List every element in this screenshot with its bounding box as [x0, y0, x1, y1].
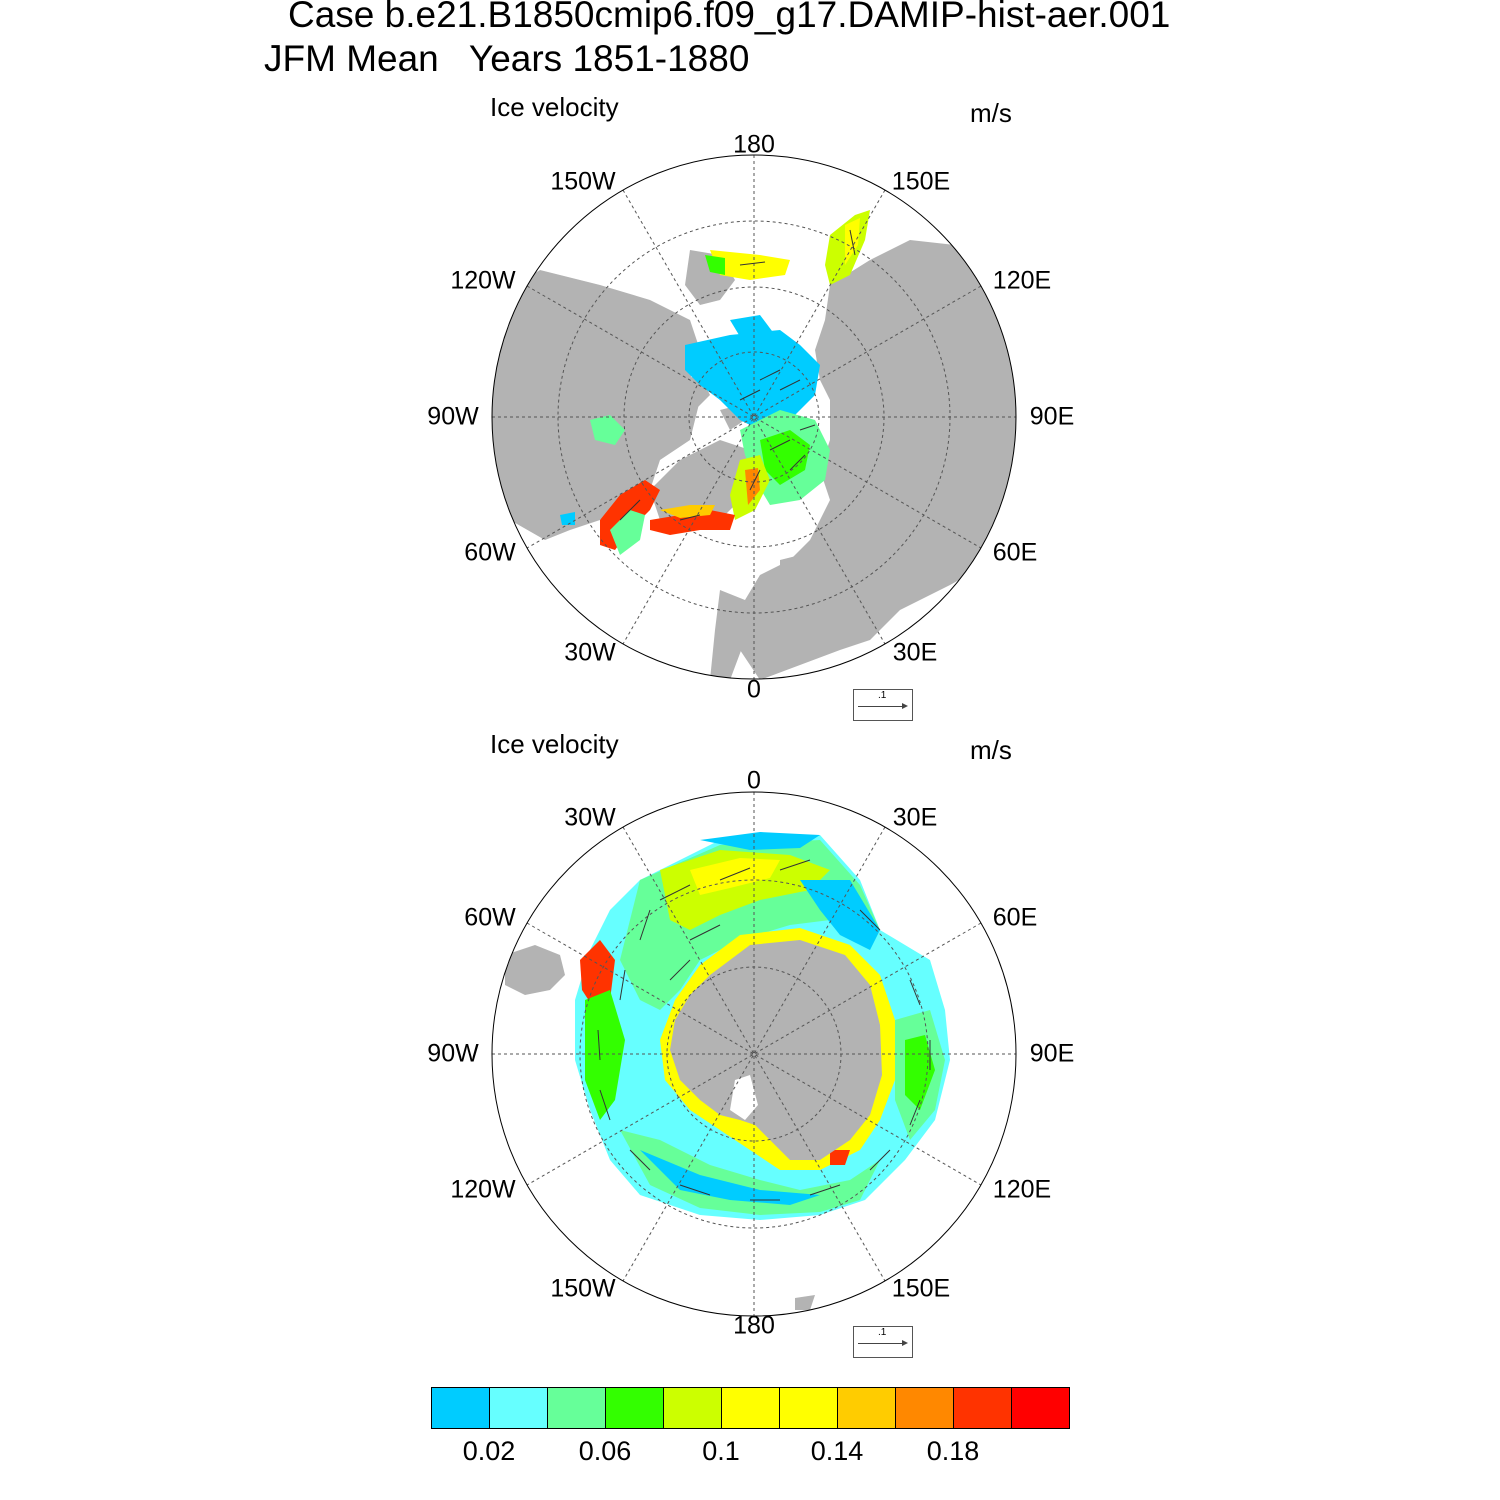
- colorbar-tick-label: 0.02: [462, 1436, 516, 1466]
- colorbar-swatch: [838, 1388, 896, 1428]
- colorbar-tick-label: 0.18: [926, 1436, 980, 1466]
- north-lon-label: 60W: [464, 538, 516, 567]
- colorbar-swatch: [1012, 1388, 1069, 1428]
- north-panel-label: Ice velocity: [490, 92, 619, 122]
- north-lon-label: 90W: [427, 402, 479, 431]
- south-velocity-arrows: [597, 859, 931, 1201]
- north-ice-speed: [560, 210, 870, 555]
- north-lon-label: 150W: [550, 167, 616, 196]
- colorbar-tick-label: 0.1: [702, 1436, 740, 1466]
- north-lon-label: 120W: [450, 266, 516, 295]
- colorbar-swatch: [954, 1388, 1012, 1428]
- south-lon-label: 30E: [892, 803, 938, 832]
- north-velocity-arrows: [619, 229, 856, 521]
- south-polar-map: [491, 791, 1017, 1317]
- south-lon-label: 180: [733, 1311, 775, 1340]
- colorbar-swatch: [664, 1388, 722, 1428]
- colorbar-tick-label: 0.06: [578, 1436, 632, 1466]
- north-lon-label: 60E: [992, 538, 1038, 567]
- north-lon-label: 30W: [564, 638, 616, 667]
- south-reference-vector-label: .1: [878, 1327, 887, 1338]
- colorbar-swatch: [780, 1388, 838, 1428]
- north-reference-vector-label: .1: [878, 690, 887, 701]
- south-lon-label: 120W: [450, 1175, 516, 1204]
- north-panel-units: m/s: [970, 98, 1012, 128]
- north-reference-vector: .1: [853, 689, 913, 721]
- colorbar-swatch: [606, 1388, 664, 1428]
- south-lon-label: 90W: [427, 1039, 479, 1068]
- north-polar-map: [491, 154, 1017, 680]
- north-graticule: [492, 155, 1016, 679]
- south-lon-label: 120E: [992, 1175, 1052, 1204]
- south-lon-label: 0: [747, 766, 761, 795]
- south-lon-label: 90E: [1029, 1039, 1075, 1068]
- colorbar-tick-label: 0.14: [810, 1436, 864, 1466]
- south-panel-units: m/s: [970, 735, 1012, 765]
- colorbar-swatch: [896, 1388, 954, 1428]
- case-title: Case b.e21.B1850cmip6.f09_g17.DAMIP-hist…: [288, 0, 1171, 35]
- south-lon-label: 30W: [564, 803, 616, 832]
- south-lon-label: 150E: [891, 1274, 951, 1303]
- south-panel-label: Ice velocity: [490, 729, 619, 759]
- north-lon-label: 120E: [992, 266, 1052, 295]
- reference-arrow-icon: [858, 703, 908, 709]
- south-graticule: [492, 792, 1016, 1316]
- south-reference-vector: .1: [853, 1326, 913, 1358]
- colorbar-swatch: [490, 1388, 548, 1428]
- colorbar-swatch: [432, 1388, 490, 1428]
- colorbar-swatch: [548, 1388, 606, 1428]
- north-lon-label: 30E: [892, 638, 938, 667]
- north-lon-label: 150E: [891, 167, 951, 196]
- colorbar: [431, 1387, 1070, 1429]
- north-lon-label: 180: [733, 130, 775, 159]
- south-land: [505, 940, 882, 1310]
- south-lon-label: 60E: [992, 903, 1038, 932]
- colorbar-swatch: [722, 1388, 780, 1428]
- south-lon-label: 150W: [550, 1274, 616, 1303]
- period-title: JFM Mean Years 1851-1880: [264, 38, 750, 79]
- north-lon-label: 0: [747, 675, 761, 704]
- reference-arrow-icon: [858, 1340, 908, 1346]
- north-lon-label: 90E: [1029, 402, 1075, 431]
- south-lon-label: 60W: [464, 903, 516, 932]
